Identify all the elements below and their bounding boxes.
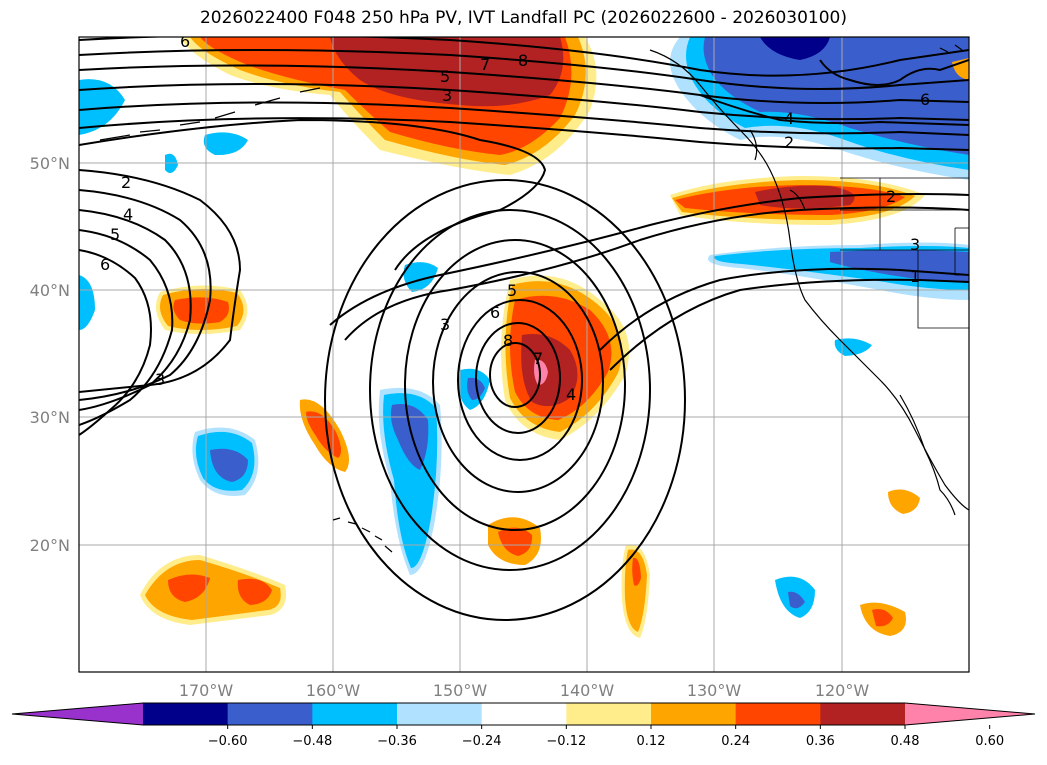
contour-label: 3 [910, 235, 920, 254]
lat-label: 30°N [30, 408, 70, 427]
contour-label: 2 [784, 133, 794, 152]
lon-label: 150°W [433, 681, 488, 700]
contour-label: 2 [886, 187, 896, 206]
colorbar-tick-label: 0.36 [806, 734, 835, 749]
contour-label: 8 [518, 51, 528, 70]
contour-label: 5 [110, 225, 120, 244]
contour-label: 4 [123, 205, 133, 224]
colorbar-tick-label: 0.48 [891, 734, 920, 749]
colorbar-extend-max [905, 703, 1035, 725]
colorbar-segment [143, 703, 229, 725]
colorbar-tick-label: 0.12 [637, 734, 666, 749]
map-frame [78, 36, 970, 673]
contour-label: 3 [442, 86, 452, 105]
contour-label: 6 [920, 90, 930, 109]
contour-label: 4 [784, 109, 794, 128]
longitude-labels: 170°W 160°W 150°W 140°W 130°W 120°W [179, 681, 870, 700]
pv-shading [79, 37, 969, 638]
map-title: 2026022400 F048 250 hPa PV, IVT Landfall… [199, 8, 847, 28]
lat-label: 40°N [30, 281, 70, 300]
contour-labels: 6 8 7 5 3 2 4 5 6 3 2 4 6 2 3 1 3 6 5 8 … [100, 32, 930, 404]
colorbar-tick-label: −0.36 [377, 734, 417, 749]
map-plot-area: 6 8 7 5 3 2 4 5 6 3 2 4 6 2 3 1 3 6 5 8 … [79, 32, 969, 672]
contour-label: 5 [440, 67, 450, 86]
gridlines [79, 37, 969, 672]
lon-label: 130°W [687, 681, 742, 700]
contour-label: 1 [910, 267, 920, 286]
lat-label: 50°N [30, 154, 70, 173]
contour-label: 7 [480, 55, 490, 74]
colorbar-segment [481, 703, 567, 725]
latitude-labels: 50°N 40°N 30°N 20°N [30, 154, 70, 555]
lon-label: 140°W [560, 681, 615, 700]
lat-label: 20°N [30, 536, 70, 555]
colorbar: −0.60 −0.48 −0.36 −0.24 −0.12 0.12 0.24 0.36 0.4… [11, 702, 1036, 749]
colorbar-tick-label: −0.60 [208, 734, 248, 749]
colorbar-segment [820, 703, 906, 725]
colorbar-tick-label: −0.48 [292, 734, 332, 749]
contour-label: 6 [490, 303, 500, 322]
colorbar-tick-label: 0.60 [975, 734, 1004, 749]
colorbar-segment [735, 703, 821, 725]
colorbar-segment [312, 703, 398, 725]
colorbar-extend-min [12, 703, 143, 725]
colorbar-tick-label: −0.12 [546, 734, 586, 749]
contour-label: 6 [180, 32, 190, 51]
colorbar-segment [566, 703, 652, 725]
colorbar-outline [11, 702, 1036, 726]
contour-label: 8 [503, 331, 513, 350]
contour-label: 6 [100, 255, 110, 274]
colorbar-segment [227, 703, 313, 725]
lon-label: 170°W [179, 681, 234, 700]
ivt-contours [79, 37, 969, 621]
colorbar-tick-label: −0.24 [462, 734, 502, 749]
lon-label: 160°W [306, 681, 361, 700]
colorbar-tick-label: 0.24 [721, 734, 750, 749]
contour-label: 4 [566, 385, 576, 404]
contour-label: 7 [533, 349, 543, 368]
lon-label: 120°W [815, 681, 870, 700]
contour-label: 3 [440, 315, 450, 334]
colorbar-segment [397, 703, 483, 725]
colorbar-segment [651, 703, 737, 725]
contour-label: 5 [507, 281, 517, 300]
contour-label: 3 [155, 370, 165, 389]
contour-label: 2 [121, 173, 131, 192]
